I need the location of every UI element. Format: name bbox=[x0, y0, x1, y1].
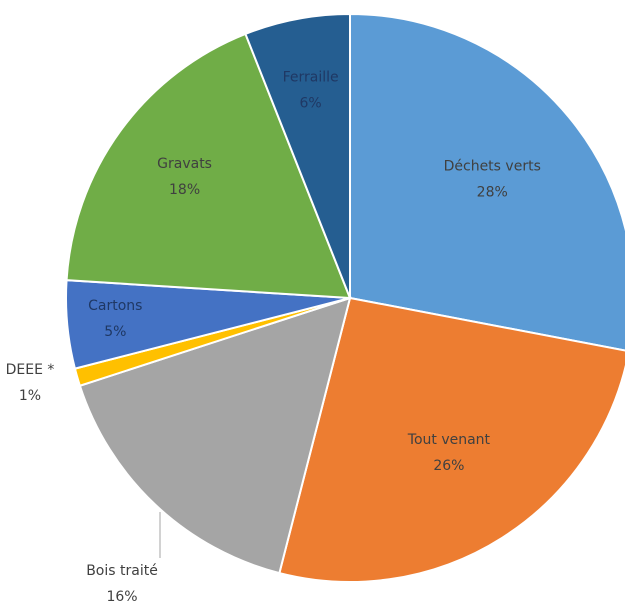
slice-bois-traite bbox=[78, 296, 352, 575]
value-label-tout-venant: 26% bbox=[433, 458, 464, 474]
category-label-ferraille: Ferraille bbox=[283, 70, 339, 86]
value-label-bois-traite: 16% bbox=[106, 589, 137, 605]
slice-dechets-verts bbox=[349, 12, 625, 352]
value-label-cartons: 5% bbox=[104, 324, 126, 340]
category-label-cartons: Cartons bbox=[88, 298, 142, 314]
category-label-dechets-verts: Déchets verts bbox=[444, 158, 541, 174]
category-label-gravats: Gravats bbox=[157, 156, 212, 172]
category-label-bois-traite: Bois traité bbox=[86, 563, 158, 579]
value-label-gravats: 18% bbox=[169, 182, 200, 198]
category-label-tout-venant: Tout venant bbox=[407, 432, 491, 448]
value-label-dechets-verts: 28% bbox=[477, 184, 508, 200]
slice-gravats bbox=[65, 32, 352, 300]
slice-tout-venant bbox=[278, 296, 625, 583]
slice-ferraille bbox=[244, 12, 351, 299]
category-label-deee: DEEE * bbox=[6, 362, 55, 378]
value-label-deee: 1% bbox=[19, 388, 41, 404]
value-label-ferraille: 6% bbox=[300, 96, 322, 112]
